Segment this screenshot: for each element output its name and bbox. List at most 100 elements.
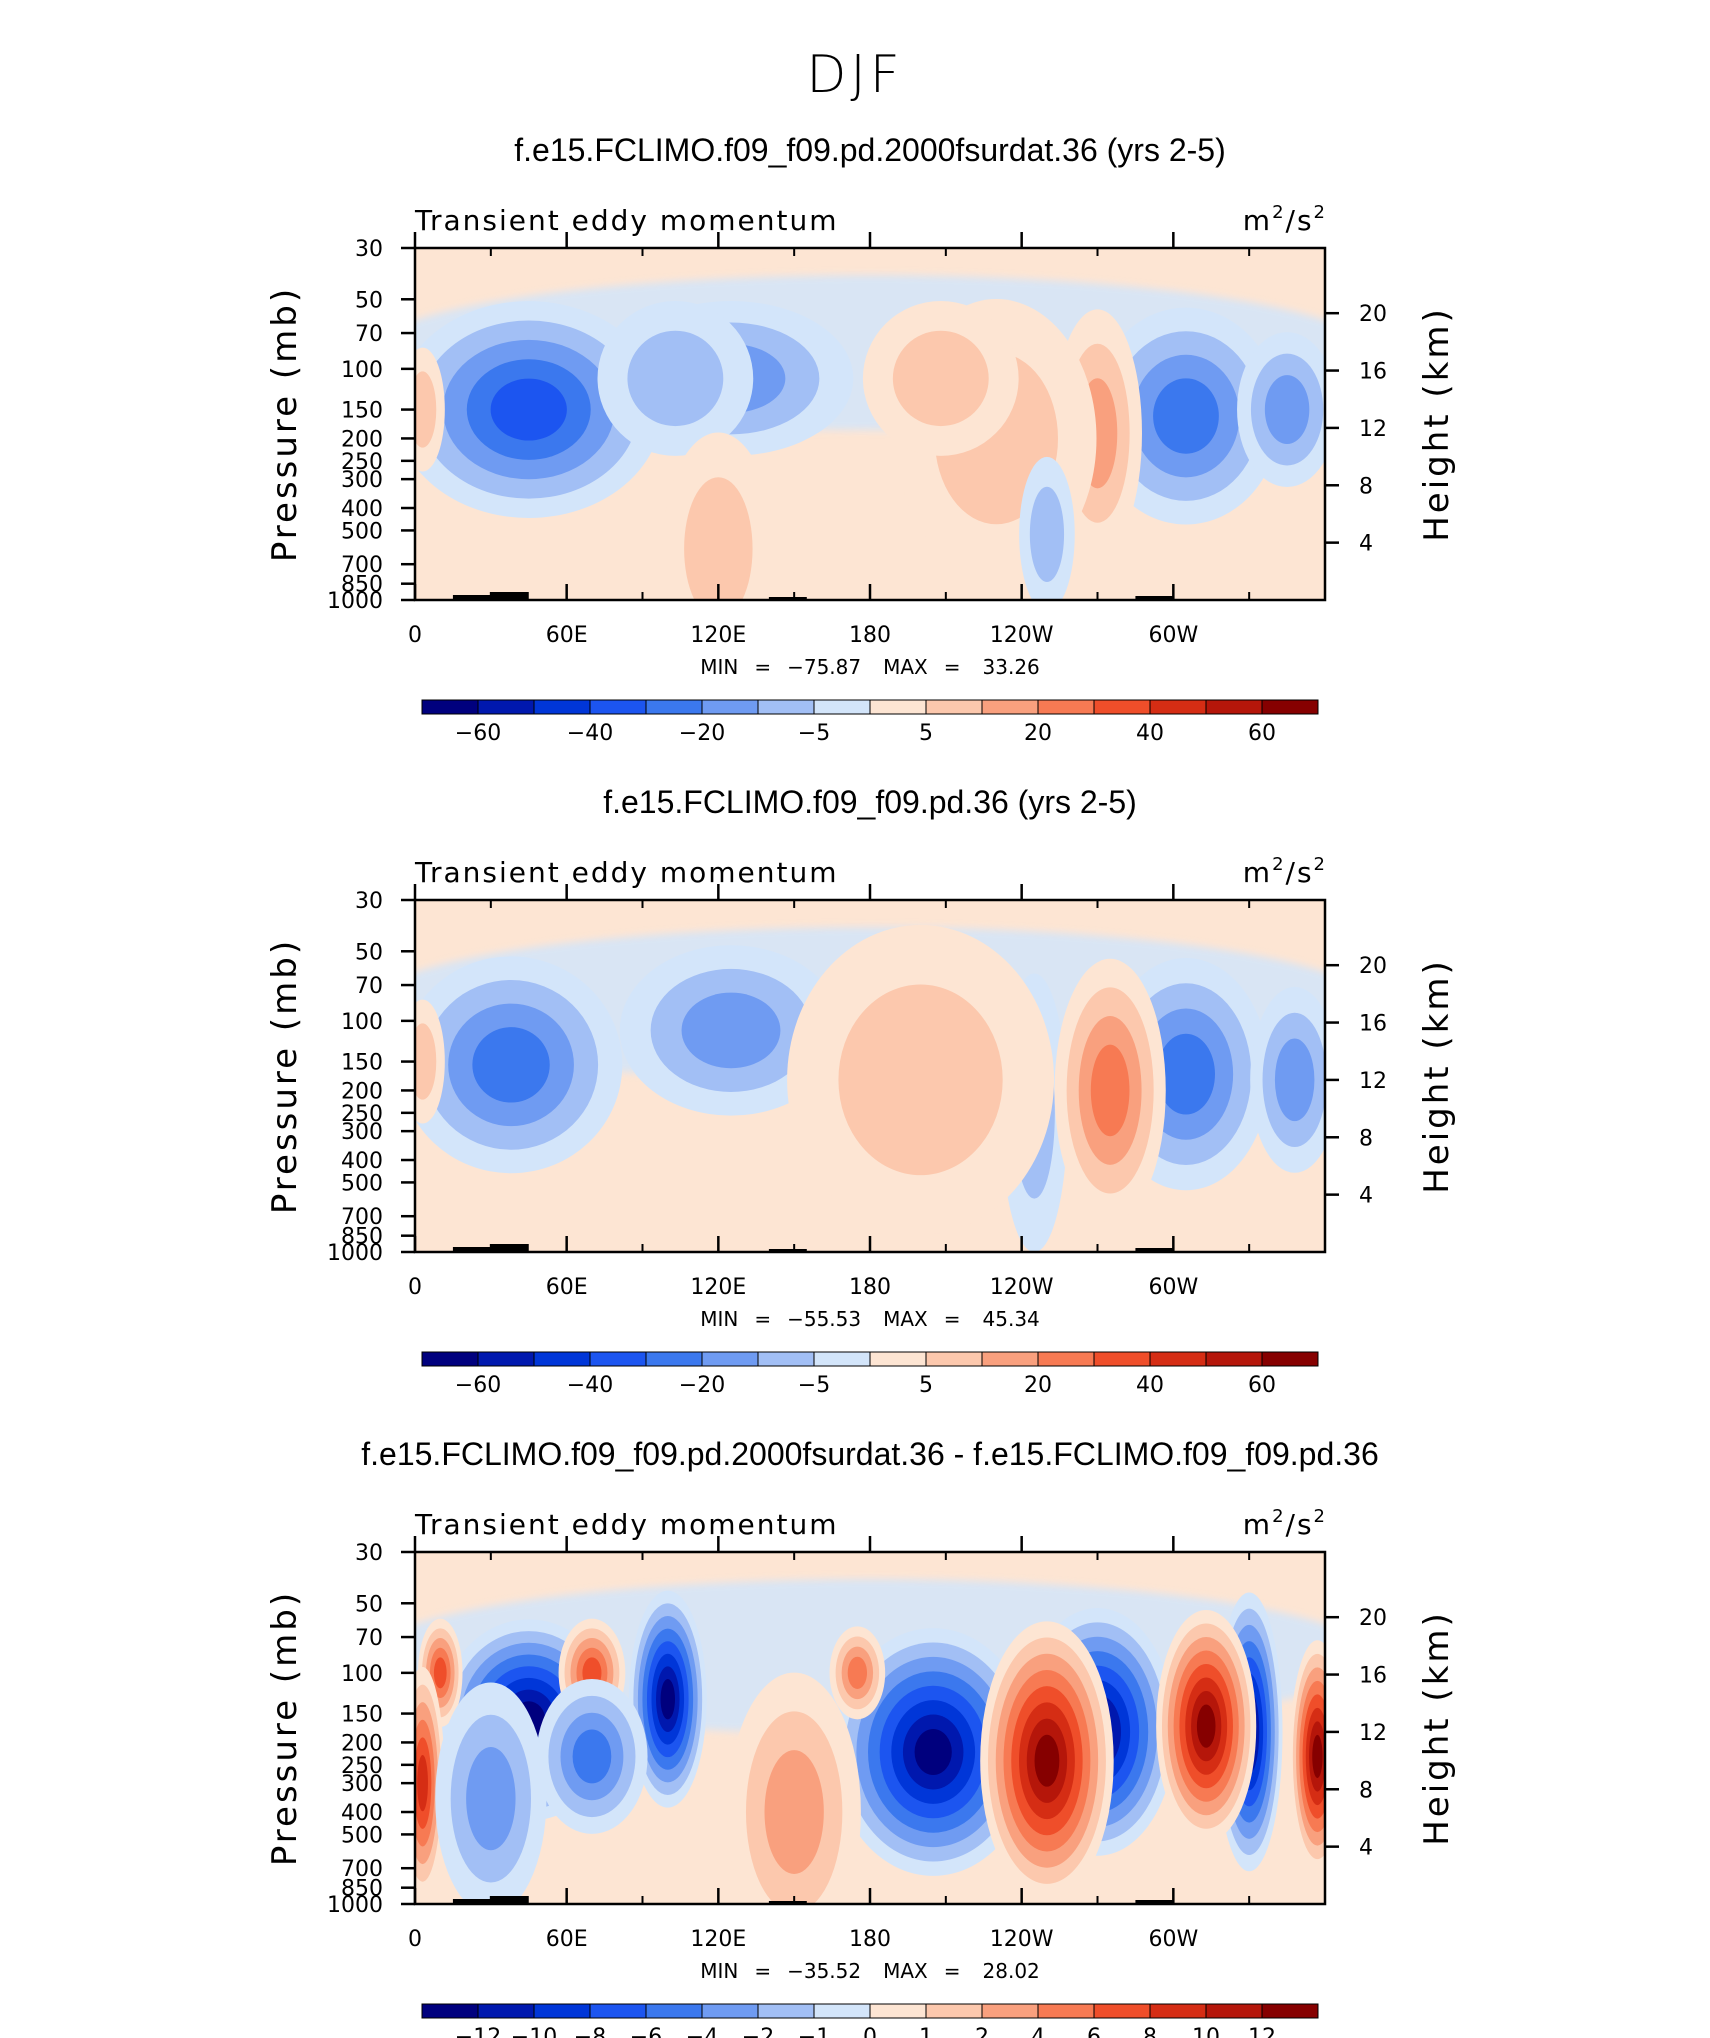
colorbar-box	[869, 2003, 927, 2019]
terrain-block	[490, 1896, 529, 1904]
y-tick-label: 100	[341, 1662, 383, 1687]
terrain-block	[452, 595, 491, 600]
terrain-block	[768, 1901, 807, 1904]
negative-anomaly-2	[619, 945, 843, 1116]
y-right-tick-label: 4	[1359, 1184, 1373, 1209]
colorbar-label: −5	[798, 721, 830, 746]
x-tick-label: 120W	[990, 1927, 1054, 1952]
colorbar-label: 60	[1248, 721, 1276, 746]
positive-anomaly-12	[415, 1667, 445, 1900]
colorbar-box	[1093, 1351, 1151, 1367]
colorbar-box	[757, 2003, 815, 2019]
positive-anomaly-8	[862, 300, 1019, 456]
positive-anomaly-6	[980, 1621, 1114, 1901]
contour-level	[466, 1746, 516, 1851]
colorbar-box	[925, 1351, 983, 1367]
y-tick-label: 850	[341, 1225, 383, 1250]
colorbar-box	[701, 1351, 759, 1367]
colorbar-box	[477, 699, 535, 715]
y-axis-title: Pressure (mb)	[265, 1590, 305, 1866]
y-tick-label: 400	[341, 1801, 383, 1826]
y-tick-label: 700	[341, 553, 383, 578]
positive-anomaly-8	[1289, 1640, 1325, 1873]
x-tick-label: 180	[849, 623, 891, 648]
contour-level	[605, 1105, 695, 1252]
colorbar-box	[645, 699, 703, 715]
colorbar-box	[981, 2003, 1039, 2019]
colorbar-label: 6	[1087, 2025, 1101, 2038]
terrain-block	[1135, 1248, 1174, 1252]
x-tick-label: 0	[408, 1275, 422, 1300]
x-tick-label: 0	[408, 623, 422, 648]
y-tick-label: 50	[355, 288, 383, 313]
field-label: Transient eddy momentum	[414, 204, 839, 237]
y-tick-label: 850	[341, 573, 383, 598]
colorbar-label: −20	[679, 1373, 725, 1398]
x-tick-label: 120E	[690, 1927, 746, 1952]
y-tick-label: 150	[341, 1703, 383, 1728]
y-right-tick-label: 20	[1359, 1606, 1387, 1631]
colorbar-box	[925, 2003, 983, 2019]
colorbar-label: −8	[574, 2025, 606, 2038]
contour-level	[892, 330, 989, 427]
contour-level	[1153, 378, 1219, 454]
y-tick-label: 30	[355, 1541, 383, 1566]
min-max-stats: MIN = −75.87 MAX = 33.26	[700, 655, 1040, 679]
colorbar-label: 1	[919, 2025, 933, 2038]
contour-level	[572, 1729, 612, 1784]
y-tick-label: 400	[341, 497, 383, 522]
contour-level	[1264, 375, 1310, 444]
colorbar-box	[421, 699, 479, 715]
contour-level	[417, 1754, 428, 1812]
terrain-block	[1135, 596, 1174, 600]
colorbar-box	[589, 699, 647, 715]
field-label: Transient eddy momentum	[414, 1508, 839, 1541]
colorbar-box	[1261, 2003, 1319, 2019]
y-tick-label: 100	[341, 1010, 383, 1035]
y-right-tick-label: 20	[1359, 954, 1387, 979]
y-tick-label: 200	[341, 1731, 383, 1756]
figure-title: DJF	[806, 45, 903, 105]
contour-level	[490, 378, 567, 441]
colorbar-box	[1261, 699, 1319, 715]
colorbar-label: 20	[1024, 721, 1052, 746]
y-tick-label: 500	[341, 1823, 383, 1848]
y-tick-label: 250	[341, 450, 383, 475]
x-tick-label: 120E	[690, 1275, 746, 1300]
y-right-tick-label: 12	[1359, 1721, 1387, 1746]
colorbar-box	[533, 2003, 591, 2019]
colorbar-label: −20	[679, 721, 725, 746]
y-right-axis-title: Height (km)	[1417, 1610, 1457, 1846]
units-label: m2/s2	[1243, 854, 1327, 889]
y-tick-label: 200	[341, 1079, 383, 1104]
y-axis-title: Pressure (mb)	[265, 938, 305, 1214]
field-label: Transient eddy momentum	[414, 856, 839, 889]
y-right-tick-label: 8	[1359, 474, 1373, 499]
colorbar-box	[589, 1351, 647, 1367]
colorbar-label: 8	[1143, 2025, 1157, 2038]
terrain-block	[452, 1899, 491, 1904]
terrain-block	[452, 1247, 491, 1252]
positive-anomaly-11	[829, 1626, 886, 1720]
colorbar-box	[981, 1351, 1039, 1367]
terrain-block	[1135, 1900, 1174, 1904]
contour-level	[1034, 1734, 1060, 1787]
colorbar-label: −40	[567, 721, 613, 746]
colorbar-label: 2	[975, 2025, 989, 2038]
negative-anomaly-5	[1237, 332, 1325, 487]
terrain-block	[490, 592, 529, 600]
terrain-block	[490, 1244, 529, 1252]
colorbar-box	[1149, 1351, 1207, 1367]
contour-level	[472, 1027, 550, 1103]
colorbar-label: 0	[863, 2025, 877, 2038]
colorbar-box	[1205, 1351, 1263, 1367]
contour-level	[684, 477, 753, 600]
x-tick-label: 120E	[690, 623, 746, 648]
colorbar-box	[1261, 1351, 1319, 1367]
y-tick-label: 30	[355, 237, 383, 262]
y-right-tick-label: 12	[1359, 1069, 1387, 1094]
y-tick-label: 50	[355, 1592, 383, 1617]
colorbar-box	[813, 699, 871, 715]
colorbar-box	[477, 2003, 535, 2019]
